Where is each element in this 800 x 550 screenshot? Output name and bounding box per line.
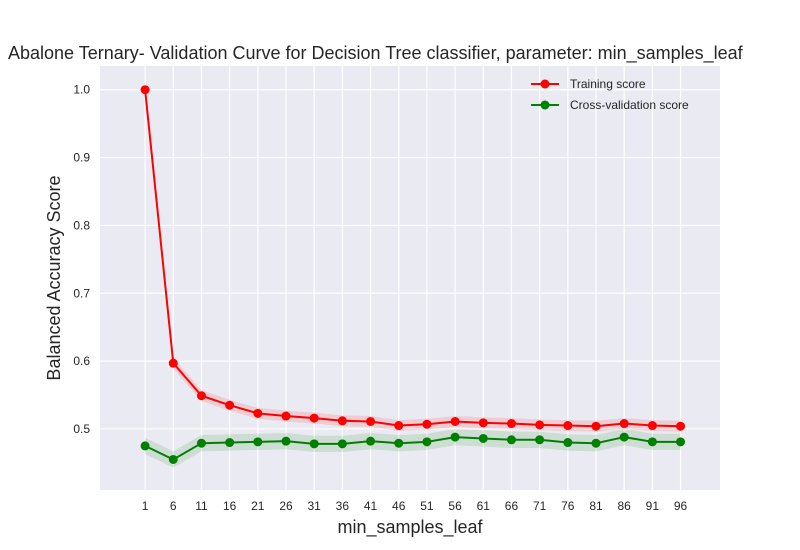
series-0-point [281, 411, 291, 421]
x-tick-labels: 1 6 11 16 21 26 31 36 41 46 51 56 61 66 71 76 81 86 91 96 [142, 499, 688, 513]
series-0-point [309, 413, 319, 423]
chart-title: Abalone Ternary- Validation Curve for De… [8, 43, 744, 64]
x-tick-label: 31 [308, 499, 322, 513]
x-axis-label: min_samples_leaf [337, 517, 483, 538]
plot-area [100, 66, 720, 490]
series-1-point [506, 435, 516, 445]
series-1-band [145, 428, 681, 468]
series-0-point [225, 400, 235, 410]
series-0-point [478, 418, 488, 428]
x-tick-label: 81 [589, 499, 603, 513]
x-tick-label: 26 [279, 499, 293, 513]
series-lines [140, 85, 686, 464]
series-1-point [478, 433, 488, 443]
series-0-line [144, 89, 681, 428]
x-tick-label: 56 [448, 499, 462, 513]
series-0-point [676, 421, 686, 431]
x-tick-label: 76 [561, 499, 575, 513]
series-1-point [337, 439, 347, 449]
series-0-point [591, 421, 601, 431]
y-tick-label: 1.0 [73, 83, 90, 97]
legend-entry: Cross-validation score [570, 98, 689, 112]
x-tick-label: 11 [195, 499, 208, 513]
series-1-point [450, 432, 460, 442]
series-0-point [253, 408, 263, 418]
legend: Training score Cross-validation score [531, 77, 689, 112]
series-1-point [196, 438, 206, 448]
x-tick-label: 6 [170, 499, 177, 513]
series-1-point [619, 432, 629, 442]
series-1-point [253, 437, 263, 447]
series-0-point [535, 420, 545, 430]
x-tick-label: 16 [223, 499, 237, 513]
y-tick-labels: 0.5 0.6 0.7 0.8 0.9 1.0 [73, 83, 90, 436]
y-tick-label: 0.8 [73, 218, 90, 232]
x-tick-label: 36 [336, 499, 350, 513]
series-1-point [225, 438, 235, 448]
x-tick-label: 46 [392, 499, 406, 513]
legend-marker [540, 79, 550, 89]
x-tick-label: 66 [505, 499, 519, 513]
y-tick-label: 0.7 [73, 286, 90, 300]
series-1-point [563, 438, 573, 448]
series-0-point [619, 419, 629, 429]
series-0-point [506, 419, 516, 429]
series-1-point [535, 435, 545, 445]
series-1-point [366, 436, 376, 446]
x-tick-label: 91 [646, 499, 660, 513]
series-0-point [422, 419, 432, 429]
series-1-line [144, 436, 681, 461]
x-tick-label: 1 [142, 499, 149, 513]
series-1-point [591, 438, 601, 448]
series-0-point [394, 421, 404, 431]
series-1-point [309, 439, 319, 449]
series-1-point [422, 437, 432, 447]
x-tick-label: 51 [420, 499, 434, 513]
x-tick-label: 96 [674, 499, 688, 513]
series-0-point [140, 85, 150, 95]
y-axis-label: Balanced Accuracy Score [44, 175, 64, 380]
series-1-point [281, 436, 291, 446]
series-1-point [394, 438, 404, 448]
x-tick-label: 21 [251, 499, 265, 513]
y-tick-label: 0.9 [73, 151, 90, 165]
series-0-point [366, 416, 376, 426]
series-0-point [563, 421, 573, 431]
series-0-point [337, 416, 347, 426]
series-1-point [168, 454, 178, 464]
legend-marker [540, 100, 550, 110]
grid-lines [100, 66, 720, 490]
series-0-point [168, 358, 178, 368]
series-0-point [450, 416, 460, 426]
legend-entry: Training score [570, 77, 646, 91]
series-1-point [647, 437, 657, 447]
x-tick-label: 86 [618, 499, 632, 513]
series-1-point [140, 441, 150, 451]
y-tick-label: 0.6 [73, 354, 90, 368]
x-tick-label: 41 [364, 499, 378, 513]
series-0-point [196, 391, 206, 401]
series-0-point [647, 421, 657, 431]
series-1-point [676, 437, 686, 447]
y-tick-label: 0.5 [73, 422, 90, 436]
x-tick-label: 61 [477, 499, 491, 513]
x-tick-label: 71 [533, 499, 547, 513]
